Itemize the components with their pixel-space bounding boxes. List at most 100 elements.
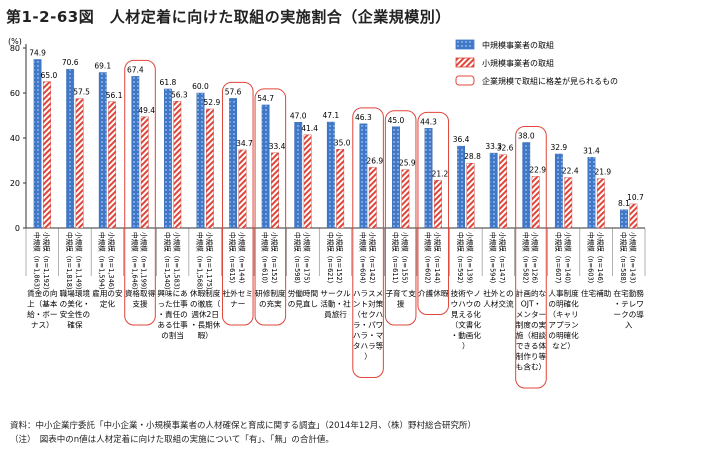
n-label-small: 小規模（n=175） [303, 232, 312, 287]
n-label-small: 小規模（n=1,583） [172, 232, 181, 294]
data-label-mid: 70.6 [62, 58, 79, 67]
bar-small [43, 81, 51, 229]
bar-small [271, 152, 279, 229]
n-label-mid: 中規模（n=610） [261, 232, 270, 287]
bar-mid [164, 88, 172, 229]
n-label-small: 小規模（n=144） [237, 232, 246, 287]
data-label-mid: 54.7 [257, 94, 274, 103]
bar-mid [131, 76, 140, 229]
bar-mid [392, 126, 400, 229]
n-label-small: 小規模（n=1,192） [42, 232, 51, 294]
n-label-small: 小規模（n=1,175） [205, 232, 214, 294]
n-label-small: 小規模（n=140） [563, 232, 572, 287]
bar-mid [261, 104, 270, 229]
y-tick-label: 40 [10, 134, 20, 143]
bar-small [564, 177, 573, 229]
data-label-mid: 36.4 [453, 135, 470, 144]
data-label-mid: 47.0 [290, 111, 307, 120]
n-label-small: 小規模（n=1,149） [75, 232, 84, 294]
category-label: 在宅勤務・テレワークの導入 [614, 288, 645, 330]
data-label-small: 34.7 [236, 139, 253, 148]
n-label-mid: 中規模（n=588） [619, 232, 628, 287]
category-label: 社外との人材交流 [483, 288, 514, 309]
data-label-small: 32.6 [497, 144, 514, 153]
data-label-small: 25.9 [399, 159, 416, 168]
bar-small [108, 101, 117, 229]
data-label-small: 56.1 [106, 91, 123, 100]
y-tick-label: 80 [10, 44, 20, 53]
data-label-mid: 31.4 [583, 146, 600, 155]
n-label-mid: 中規模（n=594） [489, 232, 498, 287]
n-label-small: 小規模（n=152） [335, 232, 344, 287]
bar-mid [33, 59, 42, 229]
bar-mid [359, 123, 368, 229]
legend-label-mid: 中規模事業者の取組 [482, 40, 554, 50]
category-label: 技術やノウハウの見える化（文書化・動画化） [451, 288, 482, 351]
data-label-small: 21.2 [432, 169, 449, 178]
data-label-small: 57.5 [73, 88, 90, 97]
bar-small [401, 169, 410, 229]
n-label-mid: 中規模（n=582） [521, 232, 530, 287]
bar-small [629, 203, 638, 229]
bar-small [205, 108, 214, 229]
n-label-mid: 中規模（n=1,568） [195, 232, 204, 294]
bar-mid [554, 153, 563, 229]
data-label-small: 22.4 [562, 167, 579, 176]
bar-mid [66, 68, 75, 229]
bar-small [173, 101, 182, 229]
data-label-small: 49.4 [138, 106, 155, 115]
bar-small [303, 134, 312, 229]
data-label-mid: 60.0 [192, 82, 209, 91]
bar-small [75, 98, 84, 229]
chart-title: 第1-2-63図 人材定着に向けた取組の実施割合（企業規模別） [6, 8, 451, 26]
bar-mid [229, 98, 237, 229]
data-label-mid: 32.9 [551, 143, 568, 152]
data-label-mid: 57.6 [225, 87, 242, 96]
legend-swatch-mid [455, 39, 475, 50]
data-label-small: 41.4 [301, 124, 318, 133]
data-label-mid: 74.9 [29, 48, 46, 57]
category-label: 住宅補助 [581, 288, 612, 298]
highlight-frame [124, 59, 156, 326]
category-label: 職場環境の美化・安全性の確保 [60, 288, 91, 330]
n-label-small: 小規模（n=1,346） [107, 232, 116, 294]
data-label-small: 22.9 [529, 165, 546, 174]
data-label-mid: 61.8 [160, 78, 177, 87]
bar-mid [457, 145, 466, 229]
bar-mid [522, 142, 531, 229]
y-axis-unit-label: (%) [8, 37, 22, 46]
y-tick-label: 20 [10, 179, 20, 188]
bar-small [499, 154, 507, 229]
data-label-small: 52.9 [204, 98, 221, 107]
data-label-mid: 46.3 [355, 113, 372, 122]
bar-mid [294, 122, 303, 229]
n-label-mid: 中規模（n=611） [391, 232, 400, 287]
n-label-mid: 中規模（n=1,540） [163, 232, 172, 294]
n-label-mid: 中規模（n=607） [554, 232, 563, 287]
data-label-mid: 47.1 [322, 111, 339, 120]
highlight-frame [417, 111, 450, 315]
n-label-mid: 中規模（n=603） [586, 232, 595, 287]
bar-small [596, 178, 605, 229]
category-label: 研修制度の充実 [255, 288, 286, 309]
highlight-frame [352, 107, 384, 378]
n-label-mid: 中規模（n=1,594） [98, 232, 107, 294]
bar-mid [196, 92, 205, 229]
n-label-small: 小規模（n=155） [400, 232, 409, 287]
highlight-frame [254, 88, 287, 326]
n-label-small: 小規模（n=126） [531, 232, 540, 287]
bar-small [238, 149, 247, 229]
n-value-note: （注） 図表中のn値は人材定着に向けた取組の実施について「有」、「無」の合計値。 [10, 435, 334, 445]
n-label-small: 小規模（n=139） [466, 232, 475, 287]
n-label-mid: 中規模（n=592） [456, 232, 465, 287]
n-label-mid: 中規模（n=1,863） [33, 232, 42, 294]
bar-mid [326, 121, 335, 229]
highlight-frame [515, 126, 547, 389]
data-label-mid: 44.3 [420, 117, 437, 126]
category-label: 興味にあった仕事・責任のある仕事の割当 [157, 288, 188, 340]
category-label: 社外セミナー [223, 288, 253, 309]
n-label-mid: 中規模（n=1,818） [65, 232, 74, 294]
category-label: 子育て支援 [385, 288, 416, 309]
bar-small [336, 149, 345, 229]
